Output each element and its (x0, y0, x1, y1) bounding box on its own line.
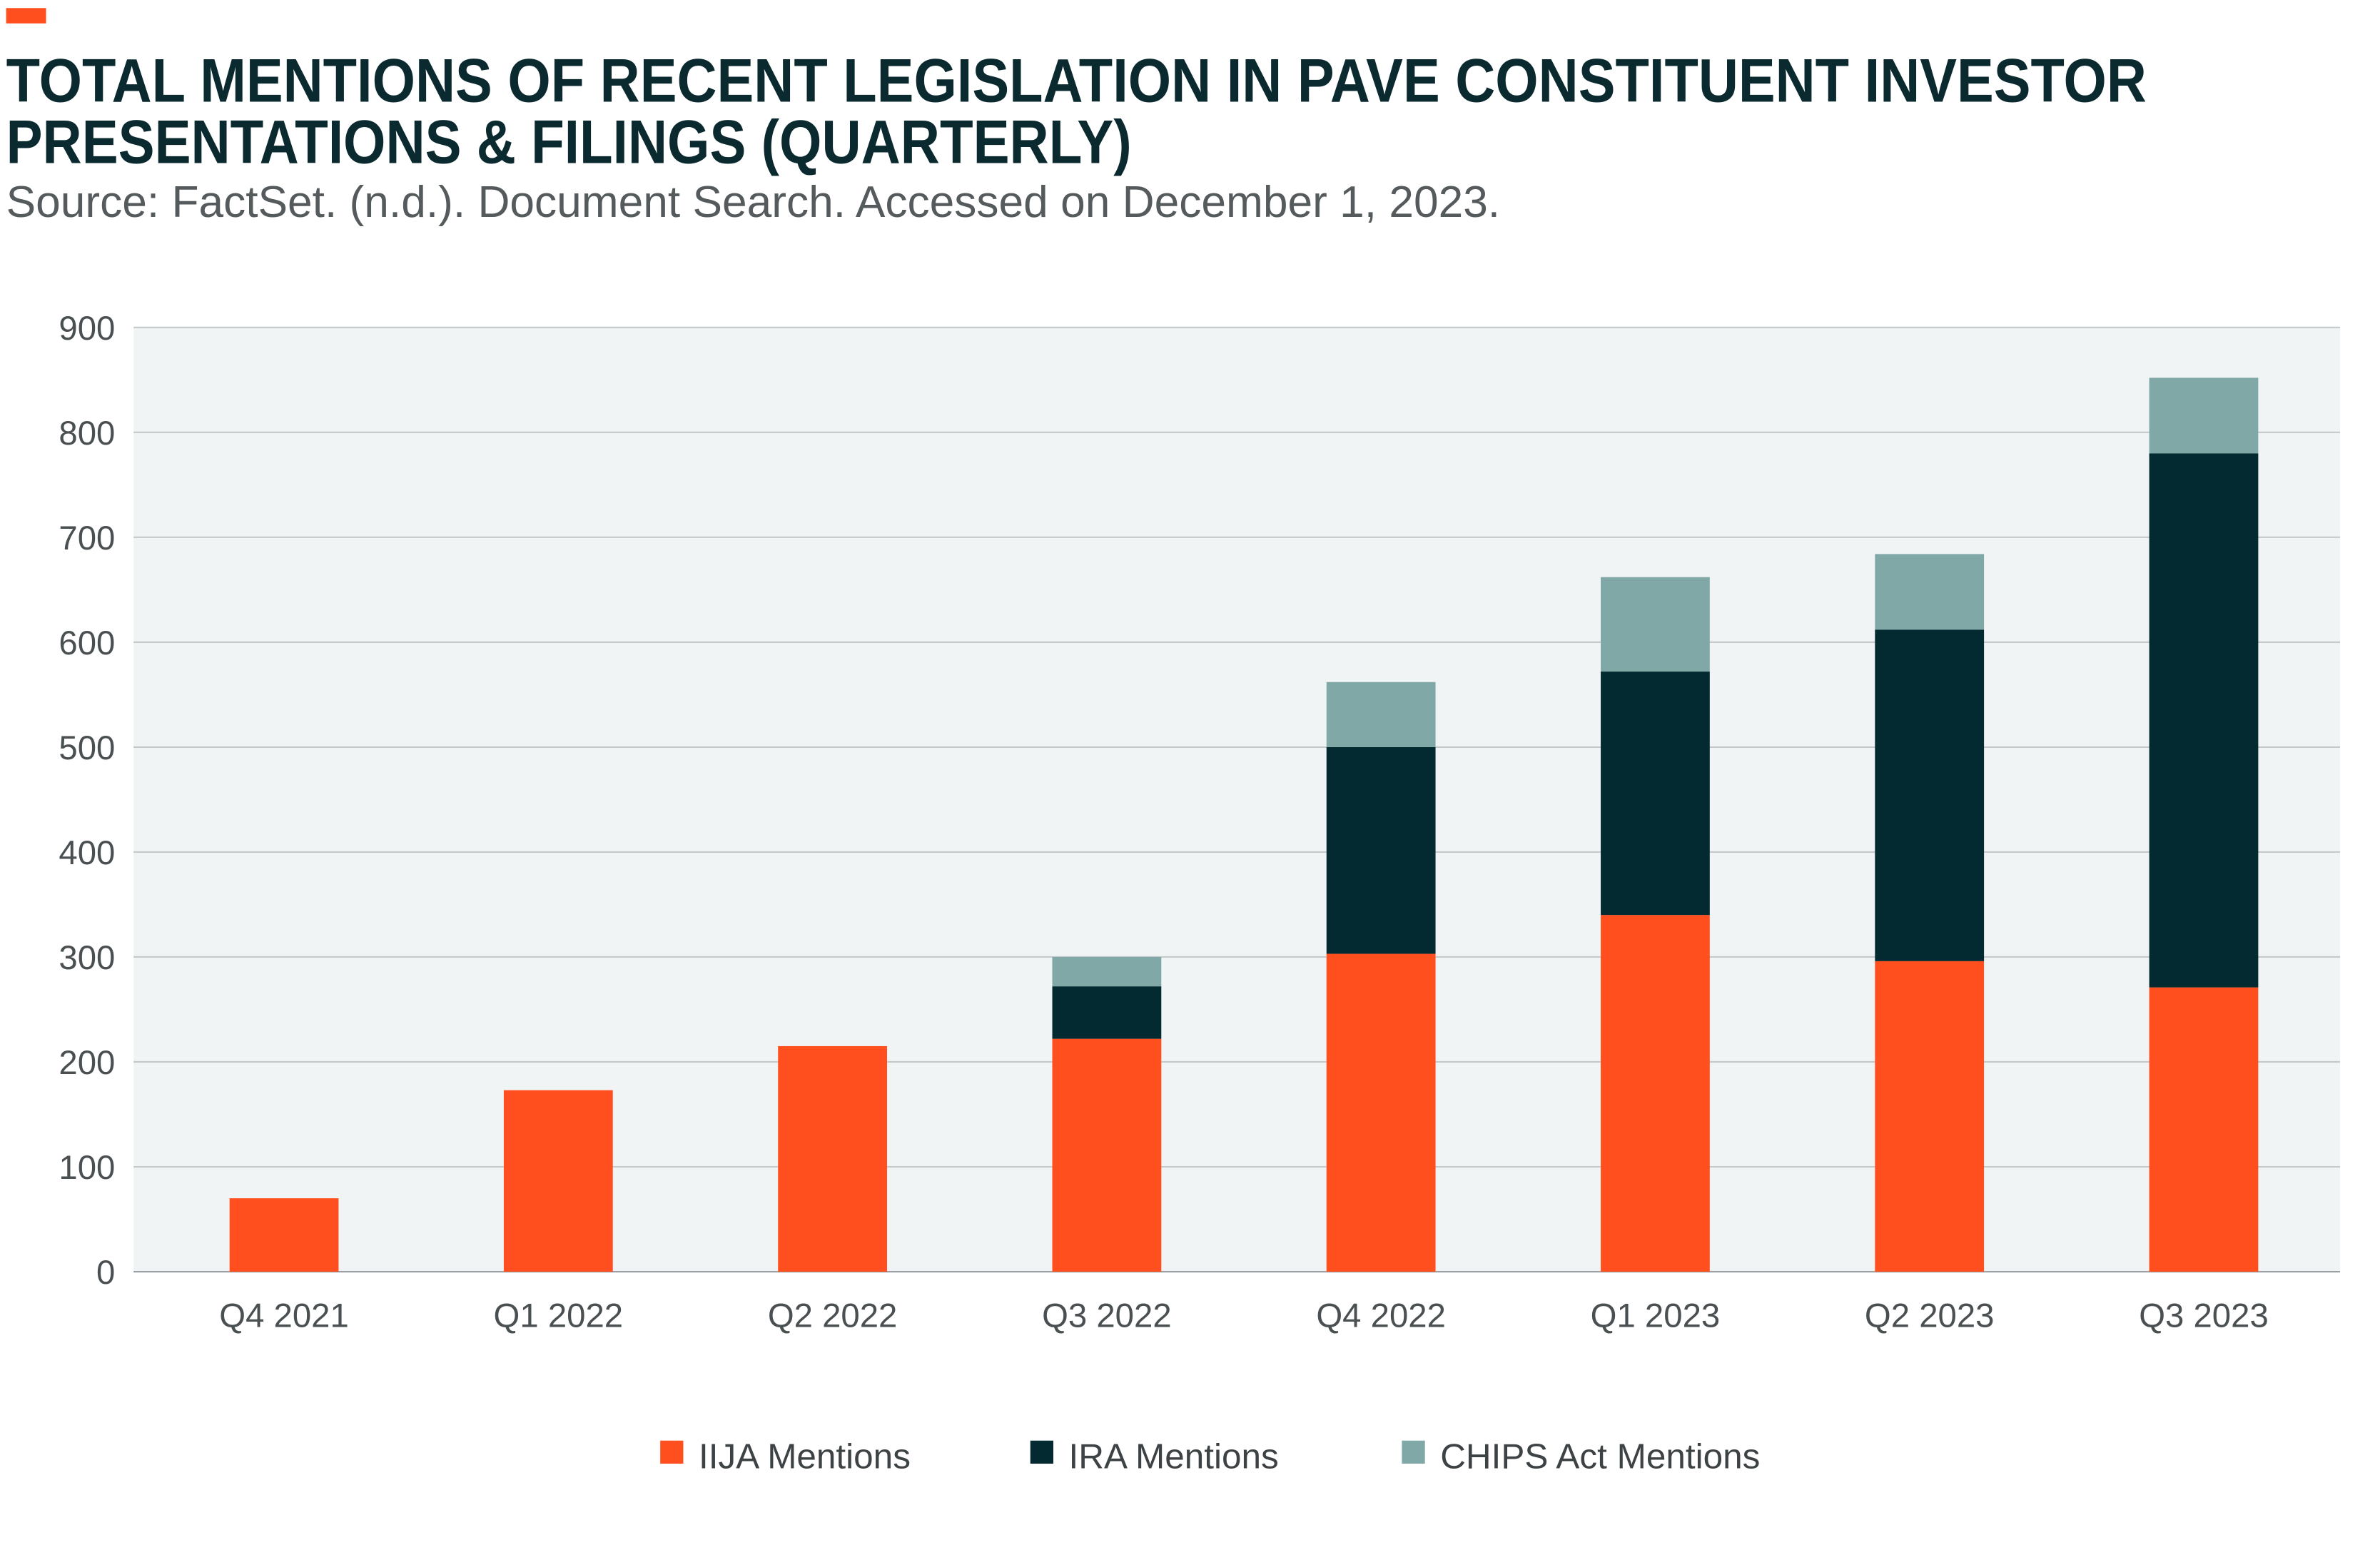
y-tick-label: 700 (59, 520, 115, 557)
legend-swatch (1030, 1440, 1054, 1464)
x-tick-label: Q1 2023 (1591, 1297, 1721, 1335)
bar-iija-mentionsq4-2022 (1326, 953, 1436, 1272)
y-tick-label: 200 (59, 1044, 115, 1082)
y-tick-label: 800 (59, 415, 115, 452)
y-axis: 0 100 200 300 400 500 600 700 800 900 (59, 310, 115, 1292)
x-tick-label: Q4 2021 (219, 1297, 349, 1335)
legend-label: IRA Mentions (1069, 1437, 1279, 1476)
bar-iija-mentionsq1-2023 (1601, 915, 1710, 1272)
x-tick-label: Q1 2022 (494, 1297, 624, 1335)
legend-swatch (1402, 1440, 1425, 1464)
bar-iija-mentionsq4-2021 (229, 1198, 339, 1272)
bar-ira-mentionsq1-2023 (1601, 672, 1710, 916)
bar-ira-mentionsq4-2022 (1326, 746, 1436, 954)
legend-label: CHIPS Act Mentions (1440, 1437, 1760, 1476)
bar-ira-mentionsq2-2023 (1875, 629, 1985, 961)
x-tick-label: Q3 2023 (2139, 1297, 2269, 1335)
plot-area (133, 327, 2341, 1272)
bar-chips-act-mentionsq3-2023 (2149, 378, 2259, 454)
bar-iija-mentionsq3-2023 (2149, 987, 2259, 1272)
x-tick-label: Q4 2022 (1316, 1297, 1446, 1335)
y-tick-label: 0 (96, 1254, 115, 1292)
legend-item: CHIPS Act Mentions (1402, 1437, 1760, 1476)
bars (229, 378, 2259, 1272)
bar-chips-act-mentionsq1-2023 (1601, 577, 1710, 672)
y-tick-label: 500 (59, 729, 115, 767)
gridlines (133, 326, 2341, 1273)
bar-iija-mentionsq1-2022 (503, 1090, 613, 1272)
y-tick-label: 600 (59, 624, 115, 662)
x-axis: Q4 2021 Q1 2022 Q2 2022 Q3 2022 Q4 2022 Q1 20… (219, 1297, 2269, 1335)
chart-subtitle: Source: FactSet. (n.d.). Document Search… (6, 178, 1501, 227)
x-tick-label: Q2 2023 (1865, 1297, 1995, 1335)
bar-ira-mentionsq3-2022 (1052, 986, 1162, 1039)
y-tick-label: 100 (59, 1149, 115, 1187)
bar-chips-act-mentionsq3-2022 (1052, 956, 1162, 987)
y-tick-label: 900 (59, 310, 115, 348)
legend-label: IIJA Mentions (699, 1437, 911, 1476)
x-tick-label: Q2 2022 (768, 1297, 898, 1335)
y-tick-label: 300 (59, 939, 115, 977)
x-tick-label: Q3 2022 (1042, 1297, 1172, 1335)
bar-chips-act-mentionsq4-2022 (1326, 682, 1436, 747)
chart-title-line1: TOTAL MENTIONS OF RECENT LEGISLATION IN … (6, 47, 2147, 116)
bar-chips-act-mentionsq2-2023 (1875, 554, 1985, 630)
legend-swatch (660, 1440, 684, 1464)
accent-marker (6, 8, 46, 24)
bar-iija-mentionsq3-2022 (1052, 1038, 1162, 1272)
bar-ira-mentionsq3-2023 (2149, 453, 2259, 988)
bar-iija-mentionsq2-2023 (1875, 961, 1985, 1272)
bar-iija-mentionsq2-2022 (778, 1045, 887, 1272)
y-tick-label: 400 (59, 834, 115, 872)
legend: IIJA Mentions IRA Mentions CHIPS Act Menti… (660, 1437, 1760, 1476)
chart-title-line2: PRESENTATIONS & FILINGS (QUARTERLY) (6, 108, 1132, 177)
legend-item: IIJA Mentions (660, 1437, 911, 1476)
legend-item: IRA Mentions (1030, 1437, 1279, 1476)
